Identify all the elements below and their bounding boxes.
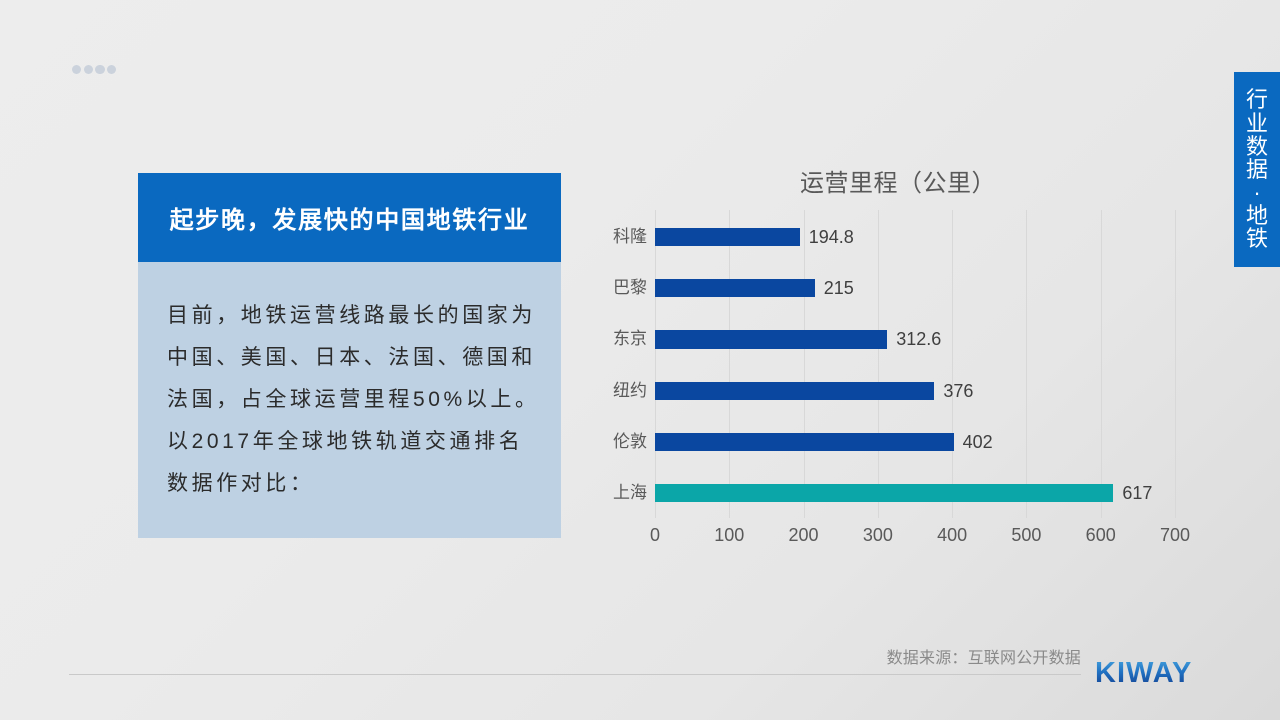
bar-伦敦 xyxy=(655,432,954,452)
data-source-text: 数据来源：互联网公开数据 xyxy=(886,650,1081,667)
value-label: 194.8 xyxy=(808,226,854,247)
x-tick-label: 0 xyxy=(649,525,661,545)
dot xyxy=(72,65,82,75)
bar-上海 xyxy=(655,484,1114,503)
gridline xyxy=(952,210,954,518)
bar-东京 xyxy=(655,330,888,349)
dot xyxy=(95,65,105,75)
value-label: 312.6 xyxy=(896,329,942,350)
dot xyxy=(107,65,117,75)
x-tick-label: 100 xyxy=(714,525,745,545)
side-tab-char: 地 xyxy=(1245,203,1268,229)
x-tick-label: 700 xyxy=(1159,525,1191,545)
x-axis: 0 100 200 300 400 500 600 700 xyxy=(650,525,1190,545)
side-tab-char: 铁 xyxy=(1245,226,1268,252)
body-text-line: 以2017年全球地铁轨道交通排名 xyxy=(167,430,524,453)
category-label: 科隆 xyxy=(613,226,647,246)
gridline xyxy=(1026,210,1028,518)
dot xyxy=(83,65,94,75)
body-text-line: 目前，地铁运营线路最长的国家为 xyxy=(167,304,536,327)
x-tick-label: 200 xyxy=(788,525,819,545)
category-label: 上海 xyxy=(613,483,647,503)
value-label: 617 xyxy=(1122,483,1153,504)
side-tab-char: 业 xyxy=(1245,110,1268,136)
x-tick-label: 300 xyxy=(862,525,893,545)
x-tick-label: 600 xyxy=(1085,525,1116,545)
gridline xyxy=(729,210,731,518)
chart-title: 运营里程（公里） xyxy=(800,170,996,197)
slide-title: 起步晚，发展快的中国地铁行业 xyxy=(169,207,530,234)
value-label: 215 xyxy=(823,278,854,299)
body-text-line: 数据作对比： xyxy=(167,472,315,495)
x-tick-label: 400 xyxy=(937,525,968,545)
title-box: 起步晚，发展快的中国地铁行业 xyxy=(138,173,561,262)
bar-科隆 xyxy=(655,227,800,247)
category-label: 纽约 xyxy=(613,380,647,400)
side-tab-char: 据 xyxy=(1245,156,1268,182)
category-label: 伦敦 xyxy=(613,431,647,451)
gridline xyxy=(877,210,879,518)
footer-divider xyxy=(69,674,1081,675)
side-tab-char: · xyxy=(1253,180,1261,206)
value-label: 402 xyxy=(962,431,993,452)
side-tab: 行业数据 · 地铁 xyxy=(1234,72,1280,267)
chart-plot-area: 科隆 194.8 巴黎 215 东京 312.6 纽约 376 伦敦 402 上海 617 xyxy=(613,210,1176,518)
gridline xyxy=(655,210,656,518)
body-text-line: 中国、美国、日本、法国、德国和 xyxy=(167,346,536,369)
decoration-dots xyxy=(72,65,117,75)
body-box: 目前，地铁运营线路最长的国家为 中国、美国、日本、法国、德国和 法国，占全球运营里程… xyxy=(138,262,561,538)
gridline xyxy=(803,210,805,518)
gridline xyxy=(1100,210,1102,518)
category-label: 东京 xyxy=(613,329,647,349)
value-label: 376 xyxy=(943,380,974,401)
category-label: 巴黎 xyxy=(613,278,647,298)
side-tab-char: 行 xyxy=(1245,87,1268,113)
gridline xyxy=(1175,210,1176,518)
bar-巴黎 xyxy=(655,279,815,298)
bar-纽约 xyxy=(655,381,935,400)
side-tab-char: 数 xyxy=(1245,133,1268,159)
body-text-line: 法国，占全球运营里程50%以上。 xyxy=(167,388,540,411)
x-tick-label: 500 xyxy=(1011,525,1042,545)
kiway-logo: KIWAY xyxy=(1095,658,1205,688)
